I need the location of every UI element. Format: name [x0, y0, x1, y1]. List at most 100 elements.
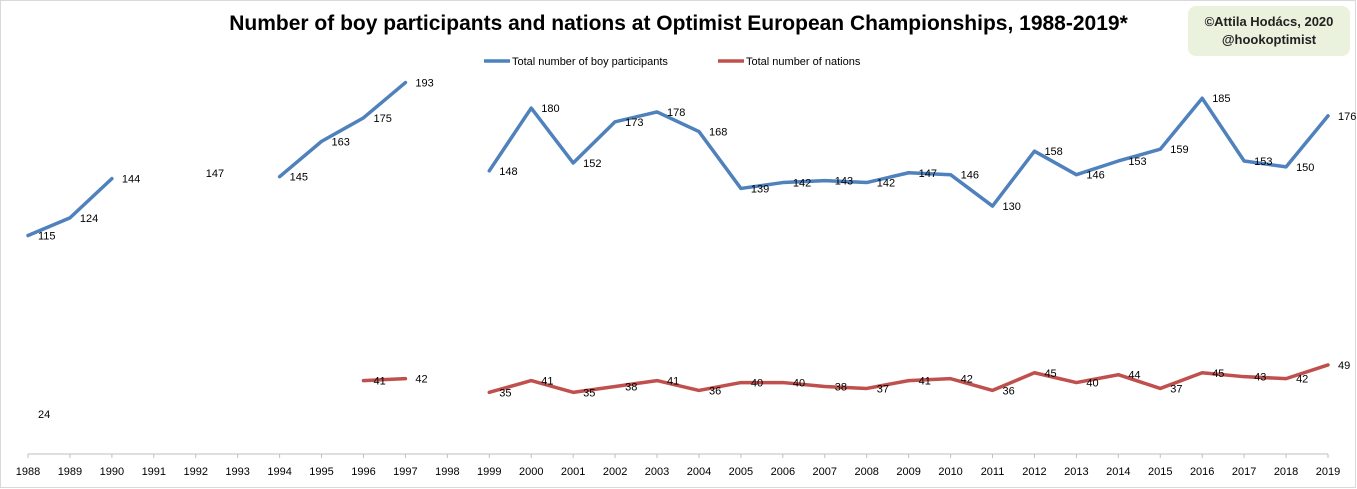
- data-label: 153: [1128, 156, 1146, 168]
- data-label: 115: [38, 231, 56, 243]
- data-label: 163: [332, 136, 350, 148]
- data-label: 40: [793, 378, 805, 390]
- data-label: 150: [1296, 162, 1314, 174]
- x-tick-label: 2006: [771, 466, 795, 478]
- data-label: 176: [1338, 111, 1356, 123]
- x-tick-label: 2010: [938, 466, 962, 478]
- data-label: 185: [1212, 93, 1230, 105]
- x-tick-label: 1994: [267, 466, 291, 478]
- credit-box: ©Attila Hodács, 2020 @hookoptimist: [1188, 6, 1350, 56]
- data-label: 41: [373, 376, 385, 388]
- data-label: 152: [583, 158, 601, 170]
- data-label: 49: [1338, 360, 1350, 372]
- data-label: 42: [415, 374, 427, 386]
- data-label: 193: [415, 78, 433, 90]
- data-label: 40: [751, 378, 763, 390]
- x-tick-label: 1993: [225, 466, 249, 478]
- x-tick-label: 2005: [729, 466, 753, 478]
- x-tick-label: 2017: [1232, 466, 1256, 478]
- x-tick-label: 2001: [561, 466, 585, 478]
- legend-label-1: Total number of boy participants: [512, 56, 668, 68]
- x-tick-label: 1991: [142, 466, 166, 478]
- x-axis: 1988 1989 1990 1991 1992 1993 1994 1995 1996 1997…: [16, 453, 1340, 478]
- x-tick-label: 2007: [813, 466, 837, 478]
- data-label: 41: [541, 376, 553, 388]
- x-tick-label: 2008: [854, 466, 878, 478]
- data-label: 145: [290, 172, 308, 184]
- data-label: 42: [1296, 374, 1308, 386]
- data-label: 148: [499, 166, 517, 178]
- data-label: 38: [835, 381, 847, 393]
- x-tick-label: 1998: [435, 466, 459, 478]
- data-label: 43: [1254, 372, 1266, 384]
- data-label: 144: [122, 174, 140, 186]
- data-label: 45: [1044, 368, 1056, 380]
- data-label: 42: [961, 374, 973, 386]
- series-line-2: [361, 376, 408, 383]
- x-tick-label: 2014: [1106, 466, 1130, 478]
- series-line-1: [277, 80, 408, 179]
- chart-title: Number of boy participants and nations a…: [229, 12, 1128, 35]
- x-tick-label: 1988: [16, 466, 40, 478]
- x-tick-label: 1989: [58, 466, 82, 478]
- x-tick-label: 2019: [1316, 466, 1340, 478]
- x-tick-label: 2015: [1148, 466, 1172, 478]
- x-tick-label: 2013: [1064, 466, 1088, 478]
- x-tick-label: 2016: [1190, 466, 1214, 478]
- legend-label-2: Total number of nations: [746, 56, 861, 68]
- data-label: 35: [499, 387, 511, 399]
- x-tick-label: 2004: [687, 466, 711, 478]
- data-label: 168: [709, 127, 727, 139]
- data-label: 158: [1044, 146, 1062, 158]
- data-label: 24: [38, 409, 50, 421]
- data-label: 180: [541, 103, 559, 115]
- data-label: 35: [583, 387, 595, 399]
- x-tick-label: 2018: [1274, 466, 1298, 478]
- x-tick-label: 2012: [1022, 466, 1046, 478]
- x-tick-label: 1999: [477, 466, 501, 478]
- legend: Total number of boy participants Total nu…: [484, 56, 861, 68]
- series-layer: [26, 80, 1330, 395]
- data-label: 36: [709, 385, 721, 397]
- x-tick-label: 1997: [393, 466, 417, 478]
- data-label: 37: [1170, 383, 1182, 395]
- x-tick-label: 1995: [309, 466, 333, 478]
- data-label: 178: [667, 107, 685, 119]
- data-label: 147: [206, 168, 224, 180]
- data-label: 36: [1003, 385, 1015, 397]
- x-tick-label: 2003: [645, 466, 669, 478]
- data-label: 124: [80, 213, 98, 225]
- data-label: 45: [1212, 368, 1224, 380]
- x-tick-label: 1990: [100, 466, 124, 478]
- data-labels: 115 124 144 147 145 163 175 193 148 180 152 173 178 1…: [38, 78, 1356, 421]
- data-label: 142: [877, 178, 895, 190]
- x-tick-label: 2011: [981, 466, 1005, 478]
- data-label: 41: [919, 376, 931, 388]
- data-label: 153: [1254, 156, 1272, 168]
- data-label: 40: [1086, 378, 1098, 390]
- series-line-2: [487, 363, 1330, 395]
- x-tick-label: 1996: [351, 466, 375, 478]
- data-label: 173: [625, 117, 643, 129]
- data-label: 143: [835, 176, 853, 188]
- x-tick-label: 2002: [603, 466, 627, 478]
- x-tick-label: 2000: [519, 466, 543, 478]
- credit-handle: @hookoptimist: [1221, 32, 1317, 47]
- data-label: 130: [1003, 201, 1021, 213]
- data-label: 147: [919, 168, 937, 180]
- data-label: 139: [751, 183, 769, 195]
- data-label: 146: [1086, 170, 1104, 182]
- data-label: 146: [961, 170, 979, 182]
- data-label: 44: [1128, 370, 1140, 382]
- data-label: 38: [625, 381, 637, 393]
- series-line-1: [26, 176, 114, 238]
- x-tick-label: 2009: [896, 466, 920, 478]
- data-label: 37: [877, 383, 889, 395]
- data-label: 41: [667, 376, 679, 388]
- x-tick-label: 1992: [183, 466, 207, 478]
- data-label: 175: [373, 113, 391, 125]
- credit-author: ©Attila Hodács, 2020: [1204, 14, 1334, 29]
- data-label: 142: [793, 178, 811, 190]
